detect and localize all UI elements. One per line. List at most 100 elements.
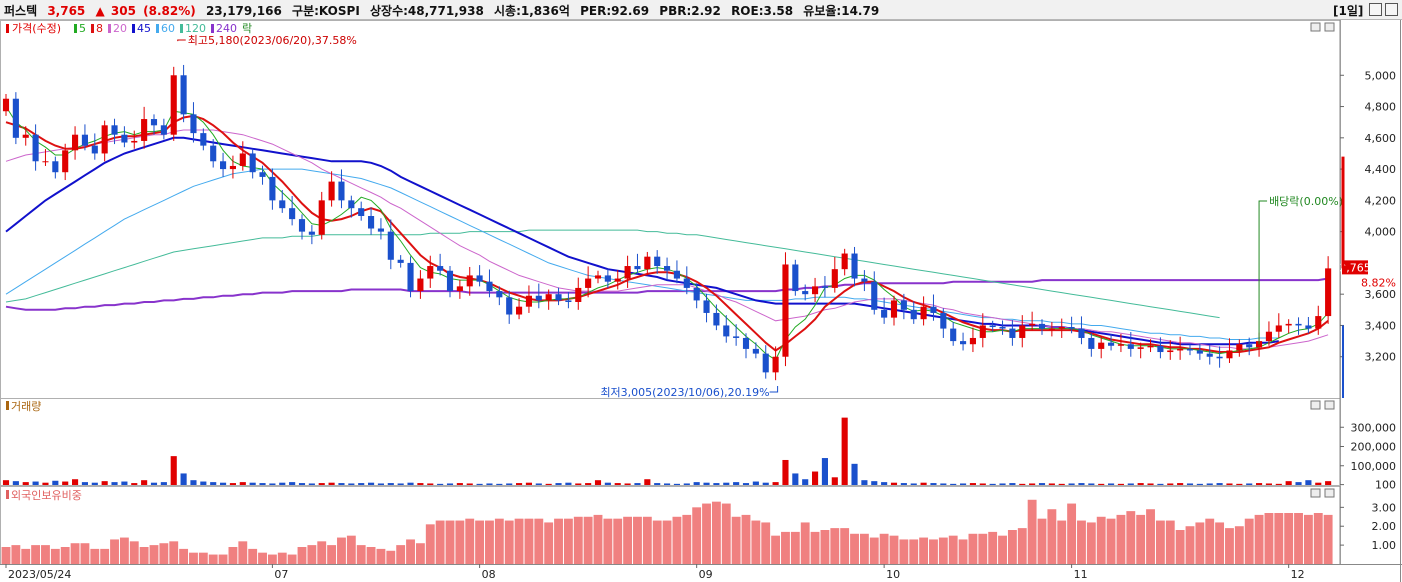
volume-bar [1236, 483, 1243, 485]
ma240-line [5, 277, 1329, 311]
foreign-ratio-bar [1264, 513, 1274, 564]
minimize-button[interactable] [1369, 3, 1382, 16]
foreign-ratio-bar [228, 547, 238, 564]
foreign-ratio-bar [80, 543, 90, 564]
volume-bar [1305, 480, 1312, 485]
date-tick-label: 08 [482, 568, 496, 581]
volume-bar [762, 482, 769, 485]
candle-body [496, 291, 503, 298]
candle-body [1285, 323, 1292, 326]
foreign-ratio-bar [633, 516, 642, 564]
volume-bar [930, 483, 937, 485]
volume-bar [1019, 483, 1026, 485]
volume-bar [1325, 481, 1332, 485]
candle-body [841, 253, 848, 270]
candle-body [910, 309, 917, 320]
volume-bar [1068, 483, 1075, 485]
ma20-line [5, 129, 1329, 350]
volume-bar [506, 483, 513, 485]
price-tick-label: 3,600 [1365, 288, 1397, 301]
foreign-ratio-bar [988, 531, 998, 564]
foreign-ratio-bar [761, 522, 771, 564]
candle-body [525, 295, 532, 307]
foreign-ratio-bar [593, 514, 603, 564]
foreign-ratio-bar [169, 541, 179, 564]
foreign-ratio-bar [554, 518, 563, 564]
volume-bar [693, 482, 700, 485]
candle-body [170, 75, 177, 135]
volume-bar [170, 456, 177, 485]
foreign-ratio-bar [504, 520, 514, 564]
foreign-ratio-bar [31, 545, 41, 564]
candle-body [22, 134, 29, 138]
candle-body [1048, 328, 1055, 330]
candle-body [644, 256, 651, 270]
close-button[interactable] [1385, 3, 1398, 16]
volume-bar [920, 482, 927, 485]
candle-body [338, 181, 345, 201]
volume-bar [200, 481, 207, 485]
foreign-ratio-bar [455, 520, 465, 564]
foreign-ratio-bar [840, 528, 850, 564]
candle-body [989, 325, 996, 328]
volume-bar [940, 483, 947, 485]
foreign-title-marker [6, 490, 9, 499]
price-legend-label: 가격(수정) [12, 22, 61, 35]
foreign-ratio-bar [1225, 528, 1234, 564]
volume-bar [960, 483, 967, 485]
foreign-ratio-bar [1165, 520, 1175, 564]
foreign-ratio-bar [771, 535, 781, 564]
price-legend-marker [6, 24, 9, 33]
dividend-annotation-line [1258, 200, 1268, 345]
volume-bar [101, 481, 108, 485]
volume-bar [969, 483, 976, 485]
volume-bar [624, 483, 631, 485]
reserve-ratio: 유보율:14.79 [803, 4, 880, 18]
candle-body [220, 161, 227, 170]
volume-bar [407, 482, 414, 485]
candle-body [881, 309, 888, 318]
market-cap: 시총:1,836억 [494, 4, 570, 18]
volume-tick-label: 300,000 [1351, 421, 1397, 434]
foreign-ratio-bar [1106, 518, 1116, 564]
candle-body [210, 145, 217, 162]
candle-body [427, 266, 434, 279]
foreign-ratio-bar [1313, 513, 1323, 564]
volume-bar [614, 483, 621, 485]
candle-body [614, 278, 621, 282]
candle-body [1206, 353, 1213, 357]
candle-body [1058, 327, 1065, 329]
period-selector[interactable]: [1일] [1333, 4, 1364, 18]
foreign-ratio-bar [100, 548, 110, 564]
volume-bar [1117, 483, 1124, 485]
foreign-ratio-bar [317, 541, 327, 564]
candle-body [930, 306, 937, 313]
candle-body [604, 275, 611, 282]
foreign-ratio-bar [70, 543, 80, 564]
volume-bar [437, 483, 444, 485]
current-price: 3,765 [47, 4, 86, 18]
candle-body [1038, 323, 1046, 329]
foreign-ratio-bar [287, 554, 297, 564]
foreign-ratio-bar [1175, 530, 1185, 564]
volume-bar [1058, 483, 1065, 485]
ma-legend-marker [91, 24, 94, 33]
price-tick-label: 5,000 [1365, 69, 1397, 82]
volume-bar [111, 482, 118, 485]
foreign-ratio-bar [445, 520, 455, 564]
candle-body [476, 275, 483, 282]
candle-body [131, 140, 138, 143]
foreign-ratio-bar [583, 516, 593, 564]
last-pct-label: 8.82% [1361, 276, 1396, 289]
volume-bar [594, 480, 602, 485]
volume-bar [52, 480, 59, 485]
foreign-ratio-bar [1234, 526, 1244, 564]
candle-body [979, 325, 986, 338]
candle-body [742, 337, 750, 349]
foreign-ratio-bar [1017, 528, 1027, 564]
candle-body [1068, 327, 1075, 329]
candle-body [565, 300, 572, 302]
foreign-ratio-bar [475, 520, 485, 564]
volume-bar [466, 483, 473, 485]
foreign-ratio-bar [731, 516, 741, 564]
